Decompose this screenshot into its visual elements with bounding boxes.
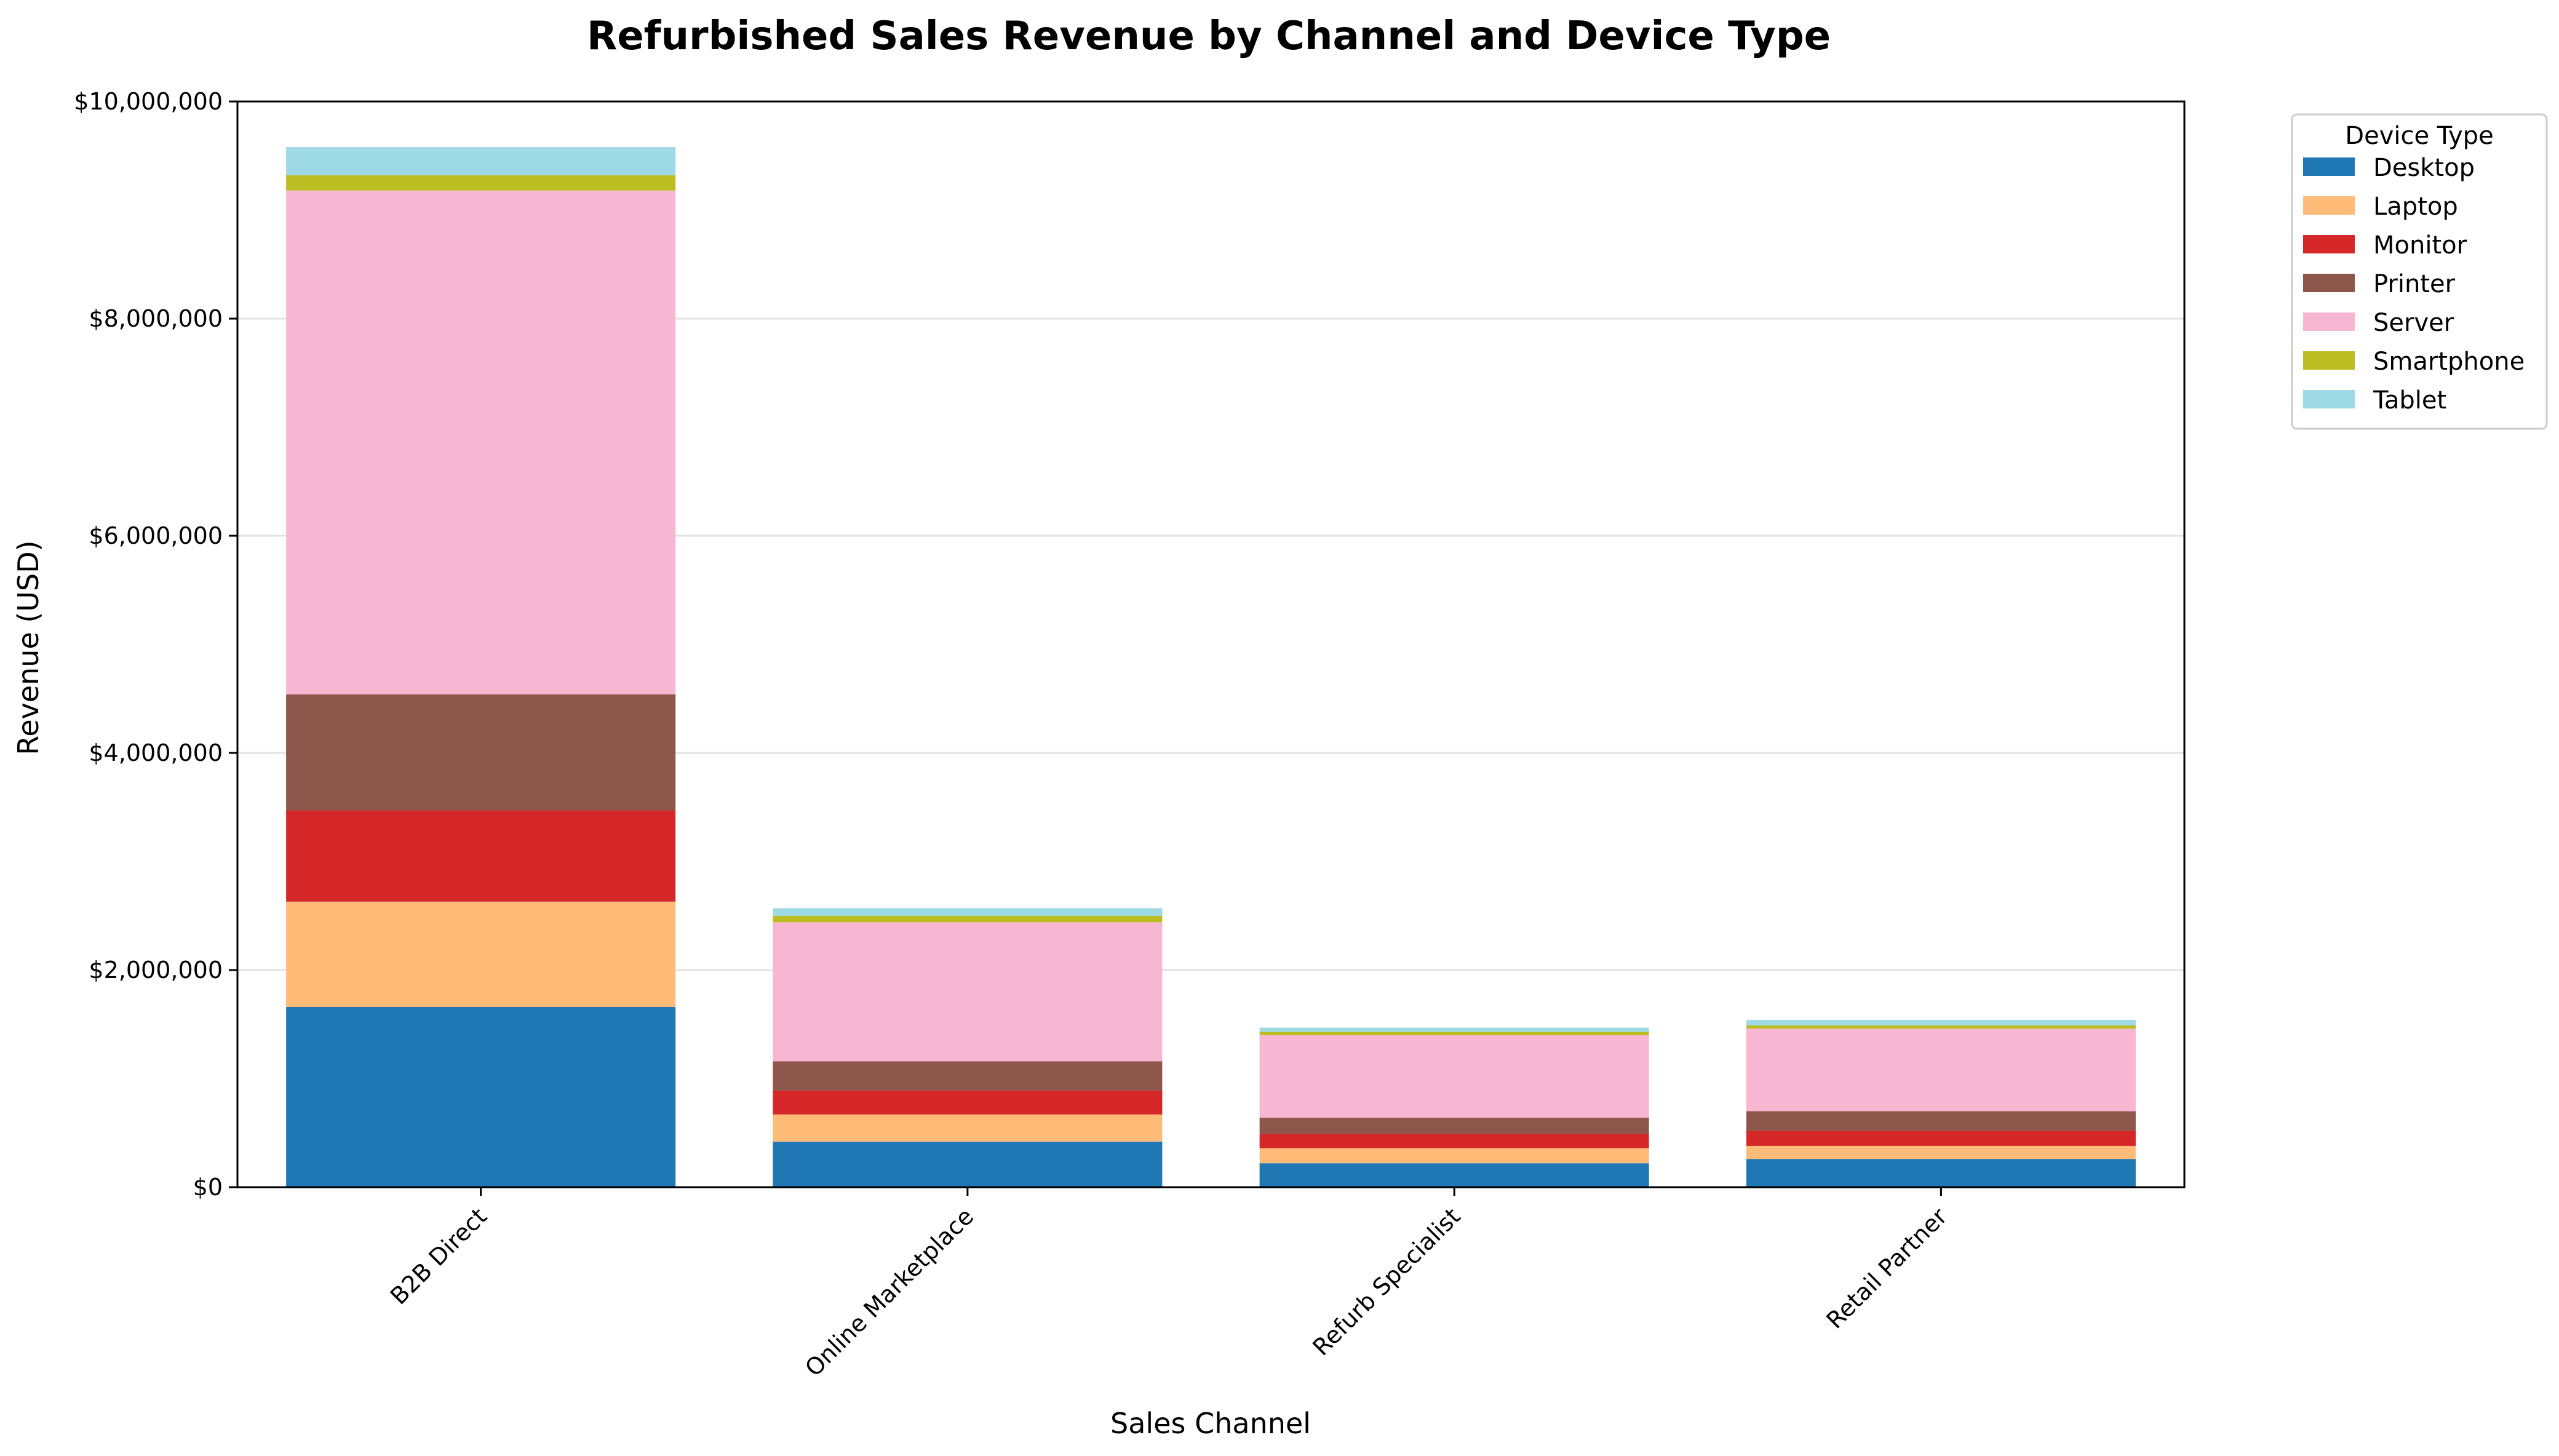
bar-desktop-retail-partner <box>1746 1159 2136 1187</box>
plot-frame <box>236 100 2186 1188</box>
y-tick-label: $10,000,000 <box>74 88 223 115</box>
bar-smartphone-b2b-direct <box>286 175 676 191</box>
bar-server-online-marketplace <box>773 922 1163 1062</box>
bar-monitor-retail-partner <box>1746 1131 2136 1146</box>
bar-desktop-online-marketplace <box>773 1141 1163 1187</box>
legend-swatch-smartphone <box>2303 351 2355 370</box>
chart-title: Refurbished Sales Revenue by Channel and… <box>587 14 1831 59</box>
bar-server-refurb-specialist <box>1259 1035 1649 1118</box>
y-tick-label: $8,000,000 <box>89 305 223 332</box>
legend-box <box>2291 113 2548 430</box>
legend-swatch-desktop <box>2303 157 2355 176</box>
legend: Device Type Desktop Laptop Monitor Printer S… <box>2291 113 2548 430</box>
legend-label-server: Server <box>2373 309 2454 337</box>
bar-tablet-refurb-specialist <box>1259 1027 1649 1032</box>
legend-swatch-server <box>2303 312 2355 331</box>
bar-smartphone-online-marketplace <box>773 915 1163 923</box>
bar-tablet-online-marketplace <box>773 908 1163 916</box>
legend-label-tablet: Tablet <box>2373 386 2446 415</box>
bar-laptop-retail-partner <box>1746 1145 2136 1160</box>
y-tick-label: $6,000,000 <box>89 522 223 549</box>
legend-swatch-printer <box>2303 274 2355 292</box>
x-axis-label: Sales Channel <box>1110 1407 1311 1440</box>
legend-swatch-monitor <box>2303 235 2355 253</box>
bar-printer-refurb-specialist <box>1259 1118 1649 1134</box>
bar-smartphone-refurb-specialist <box>1259 1032 1649 1035</box>
y-tick-label: $4,000,000 <box>89 739 223 766</box>
bar-server-retail-partner <box>1746 1028 2136 1112</box>
legend-label-monitor: Monitor <box>2373 231 2467 260</box>
bar-desktop-refurb-specialist <box>1259 1163 1649 1187</box>
legend-label-printer: Printer <box>2373 270 2456 298</box>
bar-monitor-b2b-direct <box>286 810 676 902</box>
legend-label-laptop: Laptop <box>2373 193 2458 221</box>
bar-printer-b2b-direct <box>286 694 676 811</box>
bar-monitor-online-marketplace <box>773 1090 1163 1115</box>
bar-laptop-b2b-direct <box>286 901 676 1008</box>
bar-monitor-refurb-specialist <box>1259 1134 1649 1148</box>
bar-printer-retail-partner <box>1746 1111 2136 1131</box>
y-axis: $0 $2,000,000 $4,000,000 $6,000,000 $8,000,0… <box>74 88 237 1201</box>
bar-tablet-b2b-direct <box>286 147 676 176</box>
bar-laptop-refurb-specialist <box>1259 1148 1649 1164</box>
legend-label-smartphone: Smartphone <box>2373 348 2525 376</box>
legend-label-desktop: Desktop <box>2373 154 2475 182</box>
bar-smartphone-retail-partner <box>1746 1025 2136 1029</box>
bars <box>286 147 2136 1187</box>
legend-title: Device Type <box>2345 122 2493 150</box>
bar-desktop-b2b-direct <box>286 1007 676 1187</box>
bar-server-b2b-direct <box>286 190 676 694</box>
bar-tablet-retail-partner <box>1746 1020 2136 1026</box>
legend-swatch-laptop <box>2303 196 2355 215</box>
y-tick-label: $2,000,000 <box>89 957 223 984</box>
bar-laptop-online-marketplace <box>773 1114 1163 1142</box>
y-tick-label: $0 <box>193 1174 223 1201</box>
bar-printer-online-marketplace <box>773 1061 1163 1091</box>
y-axis-label: Revenue (USD) <box>12 540 45 755</box>
legend-swatch-tablet <box>2303 390 2355 408</box>
